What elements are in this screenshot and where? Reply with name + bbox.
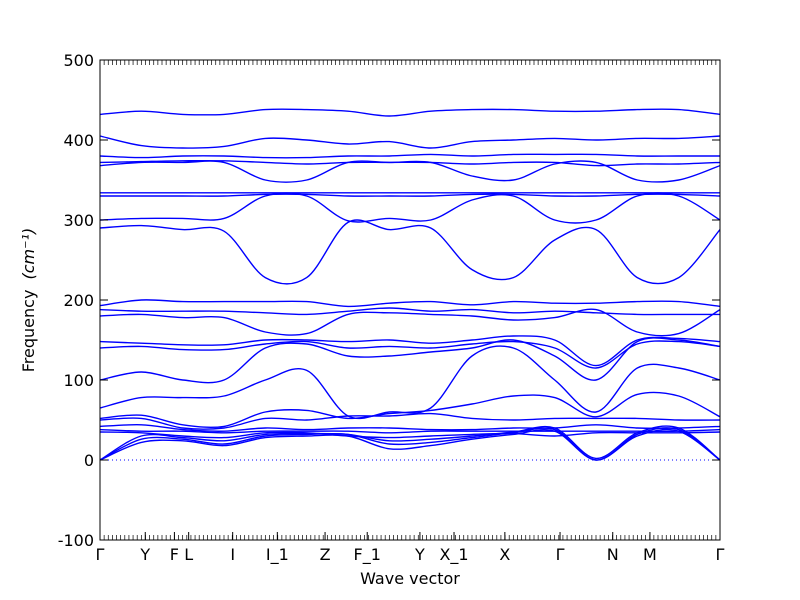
x-tick-label: Γ xyxy=(556,545,565,564)
y-tick-label: 300 xyxy=(63,211,94,230)
band-6 xyxy=(99,424,721,432)
x-tick-label: N xyxy=(607,545,619,564)
x-axis-label: Wave vector xyxy=(360,569,460,588)
band-4 xyxy=(99,431,721,439)
band-13 xyxy=(99,308,721,337)
y-axis-label: Frequency (cm⁻¹) xyxy=(19,228,38,372)
band-7 xyxy=(99,412,721,430)
y-axis-label-text: Frequency xyxy=(19,290,38,373)
y-tick-label: 200 xyxy=(63,291,94,310)
x-tick-label: I_1 xyxy=(266,545,289,565)
y-tick-label: 400 xyxy=(63,131,94,150)
x-tick-label: Γ xyxy=(96,545,105,564)
x-tick-label: L xyxy=(184,545,193,564)
y-tick-label: 500 xyxy=(63,51,94,70)
band-10 xyxy=(99,337,721,384)
plot-frame xyxy=(99,59,721,541)
x-tick-label: M xyxy=(643,545,657,564)
x-tick-label: I xyxy=(230,545,235,564)
x-tick-label: Y xyxy=(139,545,150,564)
band-8 xyxy=(99,391,721,429)
band-2 xyxy=(99,427,721,461)
x-tick-label: Z xyxy=(320,545,331,564)
x-tick-label: F_1 xyxy=(354,545,381,565)
y-tick-label: 100 xyxy=(63,371,94,390)
band-11 xyxy=(99,340,721,369)
y-tick-label: 0 xyxy=(84,451,94,470)
y-axis-label-unit: (cm⁻¹) xyxy=(19,228,38,280)
band-14 xyxy=(99,307,720,316)
band-15 xyxy=(99,299,721,308)
x-tick-label: F xyxy=(170,545,179,564)
band-23 xyxy=(99,135,721,149)
x-tick-label: X_1 xyxy=(439,545,468,565)
band-3 xyxy=(99,425,721,461)
y-axis-ticks: -100 0 100 200 300 400 500 xyxy=(58,51,720,550)
band-1 xyxy=(99,428,721,461)
band-5 xyxy=(99,428,721,434)
band-16 xyxy=(99,219,721,285)
x-axis-ticks: Γ Y F L I I_1 Z F_1 Y X_1 X Γ N M Γ xyxy=(96,532,725,565)
band-22 xyxy=(99,153,720,159)
band-9 xyxy=(99,345,721,420)
x-minor-ticks xyxy=(103,60,717,540)
y-tick-label: -100 xyxy=(58,531,94,550)
band-21 xyxy=(99,159,721,167)
band-17 xyxy=(99,192,721,224)
band-18 xyxy=(100,193,721,197)
x-tick-label: Γ xyxy=(716,545,725,564)
x-tick-label: X xyxy=(499,545,510,564)
band-12 xyxy=(99,335,721,367)
x-tick-label: Y xyxy=(414,545,425,564)
band-24 xyxy=(99,108,721,117)
band-lines xyxy=(99,108,721,461)
